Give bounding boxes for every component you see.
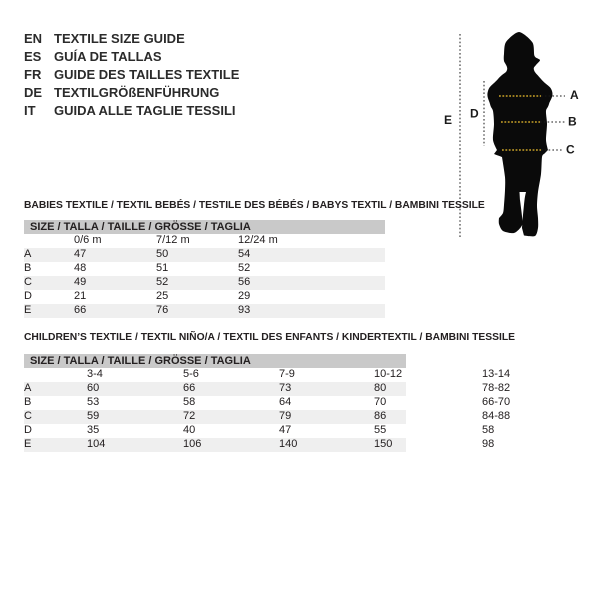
- svg-text:C: C: [566, 143, 575, 157]
- svg-text:D: D: [470, 106, 479, 120]
- svg-text:A: A: [570, 88, 579, 102]
- svg-text:B: B: [568, 115, 577, 129]
- svg-text:E: E: [444, 113, 452, 127]
